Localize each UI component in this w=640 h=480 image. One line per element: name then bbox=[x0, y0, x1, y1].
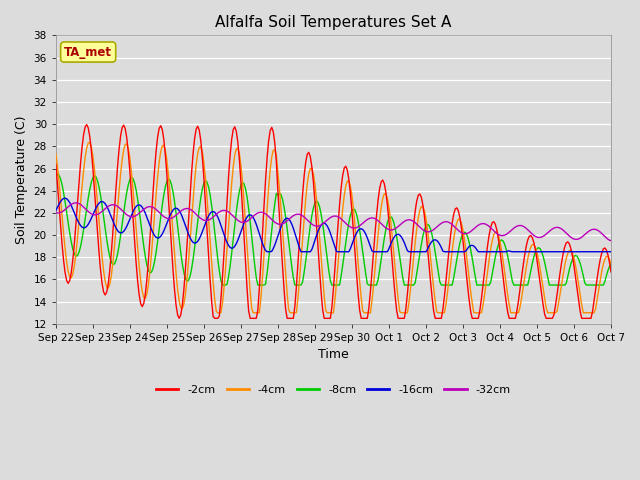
X-axis label: Time: Time bbox=[318, 348, 349, 361]
Y-axis label: Soil Temperature (C): Soil Temperature (C) bbox=[15, 115, 28, 244]
Text: TA_met: TA_met bbox=[64, 46, 112, 59]
Legend: -2cm, -4cm, -8cm, -16cm, -32cm: -2cm, -4cm, -8cm, -16cm, -32cm bbox=[152, 380, 515, 399]
Title: Alfalfa Soil Temperatures Set A: Alfalfa Soil Temperatures Set A bbox=[215, 15, 452, 30]
